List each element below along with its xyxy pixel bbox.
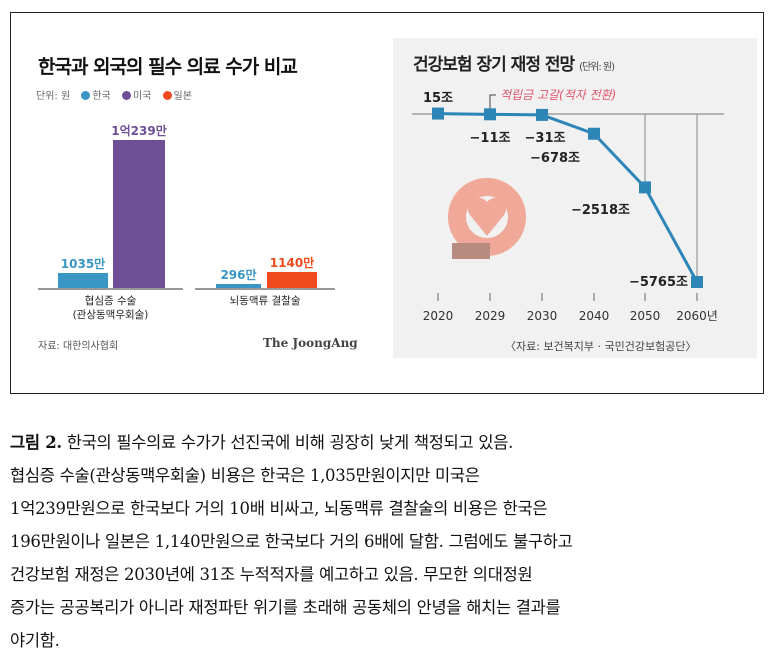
bar-0-1 (216, 283, 261, 288)
caption-line: 1억239만원으로 한국보다 거의 10배 비싸고, 뇌동맥류 결찰술의 비용은… (10, 499, 548, 518)
left-chart-legend: 단위: 원 한국 미국 일본 (36, 87, 192, 102)
x-tick-label: 2030 (527, 309, 558, 323)
right-chart-unit: (단위: 원) (579, 62, 615, 73)
data-label: −678조 (530, 151, 580, 166)
legend-dot-korea (81, 91, 91, 100)
bar-value-label: 1140만 (269, 255, 315, 270)
series-line (437, 112, 699, 283)
legend-dot-japan (162, 91, 172, 100)
x-tick-label: 2020 (423, 309, 454, 323)
data-point (536, 108, 548, 121)
data-point (432, 107, 444, 120)
right-chart-title: 건강보험 장기 재정 전망 (단위: 원) (413, 50, 615, 75)
unit-label: 단위: 원 (36, 91, 71, 102)
caption-line: 증가는 공공복리가 아니라 재정파탄 위기를 초래해 공동체의 안녕을 해치는 … (10, 598, 561, 617)
left-chart-source: 자료: 대한의사협회 (38, 341, 119, 352)
data-label: 15조 (423, 91, 453, 106)
bar-1-0 (113, 140, 165, 288)
heart-logo-band (452, 243, 490, 259)
annotation-label: 적립금 고갈(적자 전환) (500, 88, 616, 102)
bar-baseline (38, 288, 183, 290)
bar-2-1 (267, 271, 317, 288)
joongang-logo: The JoongAng (263, 336, 358, 350)
legend-dot-usa (121, 91, 131, 100)
caption-line: 한국의 필수의료 수가가 선진국에 비해 굉장히 낮게 책정되고 있음. (61, 433, 514, 452)
bar-baseline (195, 288, 335, 290)
figure-caption: 그림 2. 한국의 필수의료 수가가 선진국에 비해 굉장히 낮게 책정되고 있… (10, 426, 770, 657)
caption-line: 야기함. (10, 631, 60, 650)
data-point (588, 127, 600, 140)
data-point (639, 181, 651, 194)
x-tick-label: 2050 (630, 309, 661, 323)
data-label: −31조 (525, 131, 566, 146)
data-label: −2518조 (571, 203, 630, 218)
bar-value-label: 296만 (220, 267, 257, 282)
data-point (484, 108, 496, 121)
heart-icon (467, 197, 507, 236)
category-label: (관상동맥우회술) (72, 309, 149, 321)
x-tick-label: 2060년 (676, 309, 718, 323)
caption-line: 건강보험 재정은 2030년에 31조 누적적자를 예고하고 있음. 무모한 의… (10, 565, 533, 584)
right-chart-source: 〈자료: 보건복지부 · 국민건강보험공단〉 (505, 340, 697, 353)
legend-usa: 미국 (132, 91, 152, 102)
data-label: −5765조 (629, 275, 688, 290)
legend-japan: 일본 (173, 91, 192, 102)
x-tick-label: 2040 (579, 309, 610, 323)
line-chart: 2020 2029 2030 2040 2050 2060년 적립금 고갈(적자 전환) 15… (412, 88, 724, 323)
caption-label: 그림 2. (10, 433, 62, 452)
left-chart-title: 한국과 외국의 필수 의료 수가 비교 (38, 56, 298, 78)
bar-0-0 (58, 273, 108, 288)
caption-line: 196만원이나 일본은 1,140만원으로 한국보다 거의 6배에 달함. 그럼… (10, 532, 573, 551)
legend-korea: 한국 (92, 91, 111, 102)
x-tick-label: 2029 (475, 309, 506, 323)
data-point (691, 276, 703, 288)
right-chart-title-text: 건강보험 장기 재정 전망 (413, 55, 575, 75)
category-label: 뇌동맥류 결찰술 (229, 295, 301, 307)
bar-value-label: 1억239만 (111, 124, 167, 138)
figure-frame (10, 12, 764, 394)
caption-line: 협심증 수술(관상동맥우회술) 비용은 한국은 1,035만원이지만 미국은 (10, 466, 480, 485)
bar-value-label: 1035만 (60, 257, 106, 272)
category-label: 협심증 수술 (84, 295, 137, 307)
data-label: −11조 (470, 131, 511, 146)
